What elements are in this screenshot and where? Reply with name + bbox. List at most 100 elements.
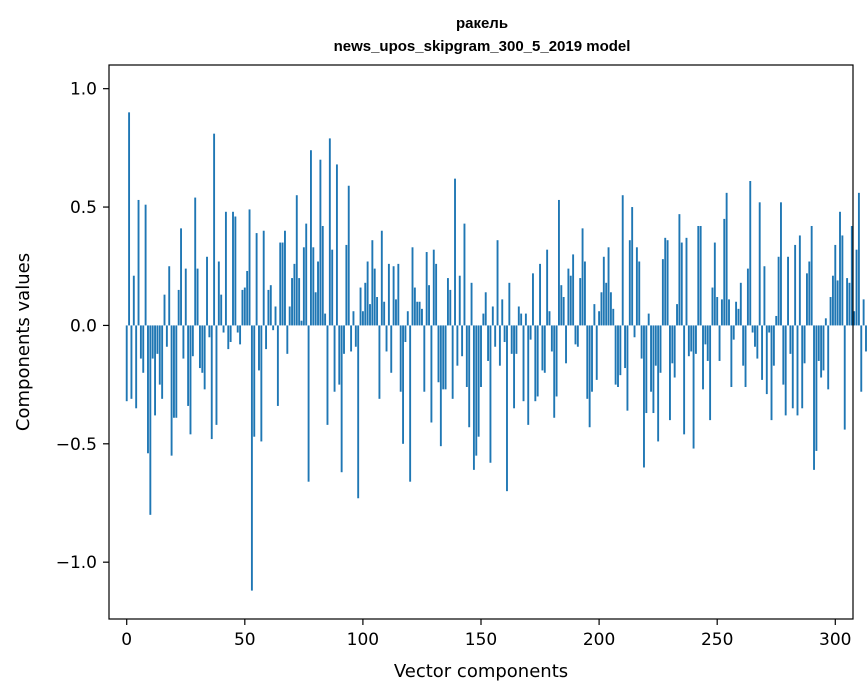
bar-component-267: [756, 325, 759, 359]
bar-component-67: [284, 230, 286, 326]
bar-component-0: [125, 325, 128, 402]
bar-component-237: [685, 237, 688, 326]
bar-component-139: [454, 178, 456, 326]
bar-component-133: [439, 325, 442, 447]
bar-component-288: [806, 273, 808, 326]
bar-component-232: [673, 325, 676, 378]
bar-component-55: [255, 233, 258, 326]
bar-component-271: [765, 325, 768, 395]
bar-component-195: [586, 325, 589, 399]
bar-component-54: [253, 325, 256, 437]
y-tick-label: 0.0: [70, 316, 97, 336]
bar-component-180: [550, 325, 553, 352]
bar-component-260: [739, 282, 742, 326]
bar-component-7: [142, 325, 145, 373]
bar-component-302: [839, 211, 841, 326]
bar-component-73: [298, 278, 301, 326]
bar-component-178: [546, 249, 549, 326]
bar-component-10: [149, 325, 152, 515]
bar-component-149: [477, 325, 480, 437]
bar-component-112: [390, 325, 393, 373]
y-tick-label: 1.0: [70, 80, 97, 100]
bar-component-165: [515, 325, 518, 354]
bar-component-202: [602, 256, 605, 326]
bar-component-228: [664, 237, 667, 326]
bar-component-221: [647, 313, 650, 326]
bar-component-119: [406, 311, 409, 326]
bar-component-303: [841, 235, 844, 326]
bar-component-216: [635, 247, 638, 326]
bar-component-284: [796, 325, 799, 416]
bar-component-93: [345, 244, 348, 326]
bar-component-27: [189, 325, 192, 435]
bar-component-200: [598, 311, 601, 326]
bar-component-123: [416, 301, 419, 326]
bar-component-6: [139, 325, 142, 359]
bar-component-229: [666, 240, 669, 326]
bar-component-150: [480, 325, 482, 387]
bar-component-45: [232, 211, 234, 326]
bar-component-85: [326, 325, 329, 425]
bar-component-94: [347, 185, 350, 326]
bar-component-255: [728, 299, 730, 326]
bar-component-33: [203, 325, 206, 390]
y-tick-label: −1.0: [56, 553, 97, 573]
bar-component-256: [730, 325, 733, 387]
bar-component-181: [553, 325, 556, 418]
bar-component-254: [725, 192, 728, 326]
bar-component-145: [468, 325, 471, 428]
bar-component-109: [383, 301, 386, 326]
bar-component-220: [645, 325, 648, 414]
bar-component-76: [305, 223, 308, 326]
bar-component-39: [217, 261, 220, 326]
bar-component-158: [498, 325, 501, 366]
bar-component-26: [187, 325, 190, 406]
bar-component-300: [834, 244, 837, 326]
bar-component-59: [265, 325, 268, 350]
bar-component-265: [751, 325, 754, 333]
bar-component-268: [758, 202, 761, 326]
bar-component-277: [780, 202, 782, 326]
bar-component-306: [848, 282, 851, 326]
bar-component-272: [768, 325, 771, 333]
bar-component-42: [224, 211, 227, 326]
bar-component-269: [761, 325, 764, 380]
bar-component-234: [678, 214, 681, 326]
bar-component-157: [496, 240, 499, 326]
bar-component-16: [163, 294, 166, 326]
bar-component-198: [593, 304, 596, 326]
bar-component-14: [158, 325, 161, 385]
bar-component-164: [513, 325, 516, 409]
bar-component-92: [343, 325, 345, 354]
bar-component-46: [234, 216, 237, 326]
bar-component-40: [220, 294, 223, 326]
bar-component-111: [387, 263, 390, 326]
bar-component-208: [617, 325, 619, 387]
bar-component-217: [638, 261, 641, 326]
x-tick-label: 200: [583, 630, 615, 650]
bar-component-154: [489, 325, 492, 463]
bar-component-166: [517, 306, 520, 326]
bar-component-298: [829, 297, 832, 326]
bar-component-175: [539, 263, 541, 326]
bar-component-289: [808, 261, 811, 326]
bar-component-41: [222, 325, 225, 333]
bar-component-187: [567, 268, 570, 326]
bar-component-134: [442, 325, 445, 390]
bar-component-279: [784, 325, 787, 416]
bar-component-224: [654, 325, 657, 366]
bar-component-274: [772, 325, 775, 366]
bar-component-80: [314, 292, 317, 326]
bar-component-19: [170, 325, 173, 456]
bar-component-122: [413, 287, 416, 326]
bar-component-226: [659, 325, 662, 373]
bar-component-162: [508, 282, 511, 326]
bar-component-151: [482, 313, 485, 326]
bar-component-177: [543, 325, 546, 373]
bar-component-107: [378, 325, 381, 399]
bar-component-117: [402, 325, 404, 444]
bar-component-13: [156, 325, 159, 354]
bar-component-163: [510, 325, 513, 354]
y-axis-label: Components values: [13, 253, 34, 431]
